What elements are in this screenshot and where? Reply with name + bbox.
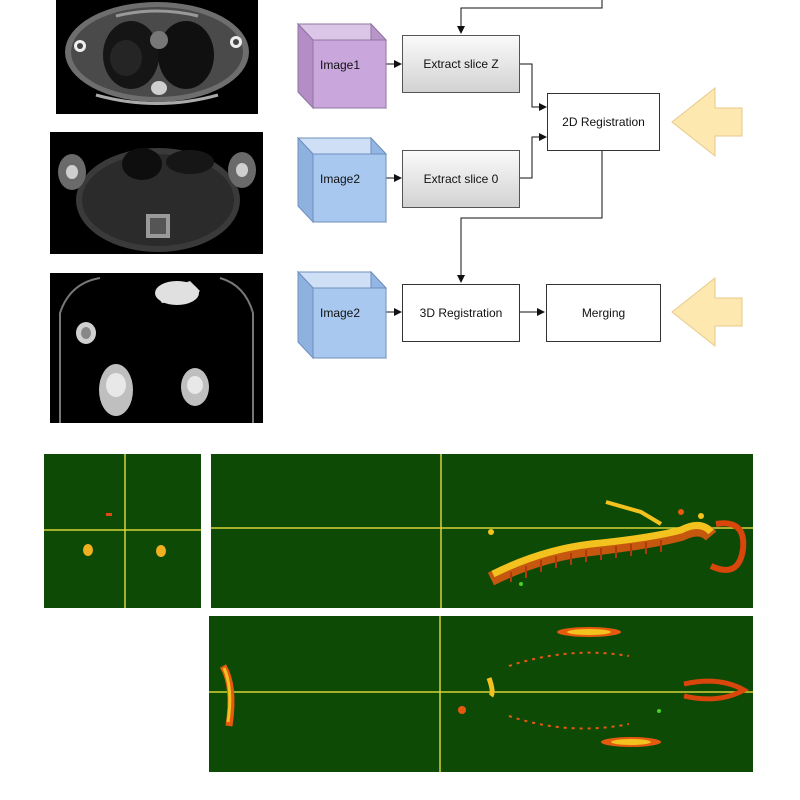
ct-slice-thorax <box>56 0 258 114</box>
extract-slice-z-box: Extract slice Z <box>402 35 520 93</box>
result-sagittal-view <box>211 454 753 608</box>
registration-3d-box: 3D Registration <box>402 284 520 342</box>
workflow-connectors <box>296 0 743 360</box>
cube-image1 <box>296 22 388 110</box>
cube-image1-label: Image1 <box>320 58 361 72</box>
connector-2d-to-3d <box>457 151 603 283</box>
cube-image2 <box>296 136 388 224</box>
connector-top-to-extract-z <box>457 0 603 34</box>
ct-slice-legs <box>50 273 263 423</box>
extract-slice-0-box: Extract slice 0 <box>402 150 520 208</box>
connector-extract-z-to-2d <box>519 63 547 111</box>
merging-box: Merging <box>546 284 661 342</box>
result-coronal-view <box>209 616 753 772</box>
result-axial-view <box>44 454 201 608</box>
registration-2d-box: 2D Registration <box>547 93 660 151</box>
left-arrow-icon <box>671 86 743 158</box>
cube-image2-bottom-label: Image2 <box>320 306 361 320</box>
cube-image2-label: Image2 <box>320 172 361 186</box>
cube-image2-bottom <box>296 270 388 360</box>
ct-slice-abdomen <box>50 132 263 254</box>
left-arrow-icon <box>671 276 743 348</box>
connector-extract-0-to-2d <box>519 133 547 179</box>
